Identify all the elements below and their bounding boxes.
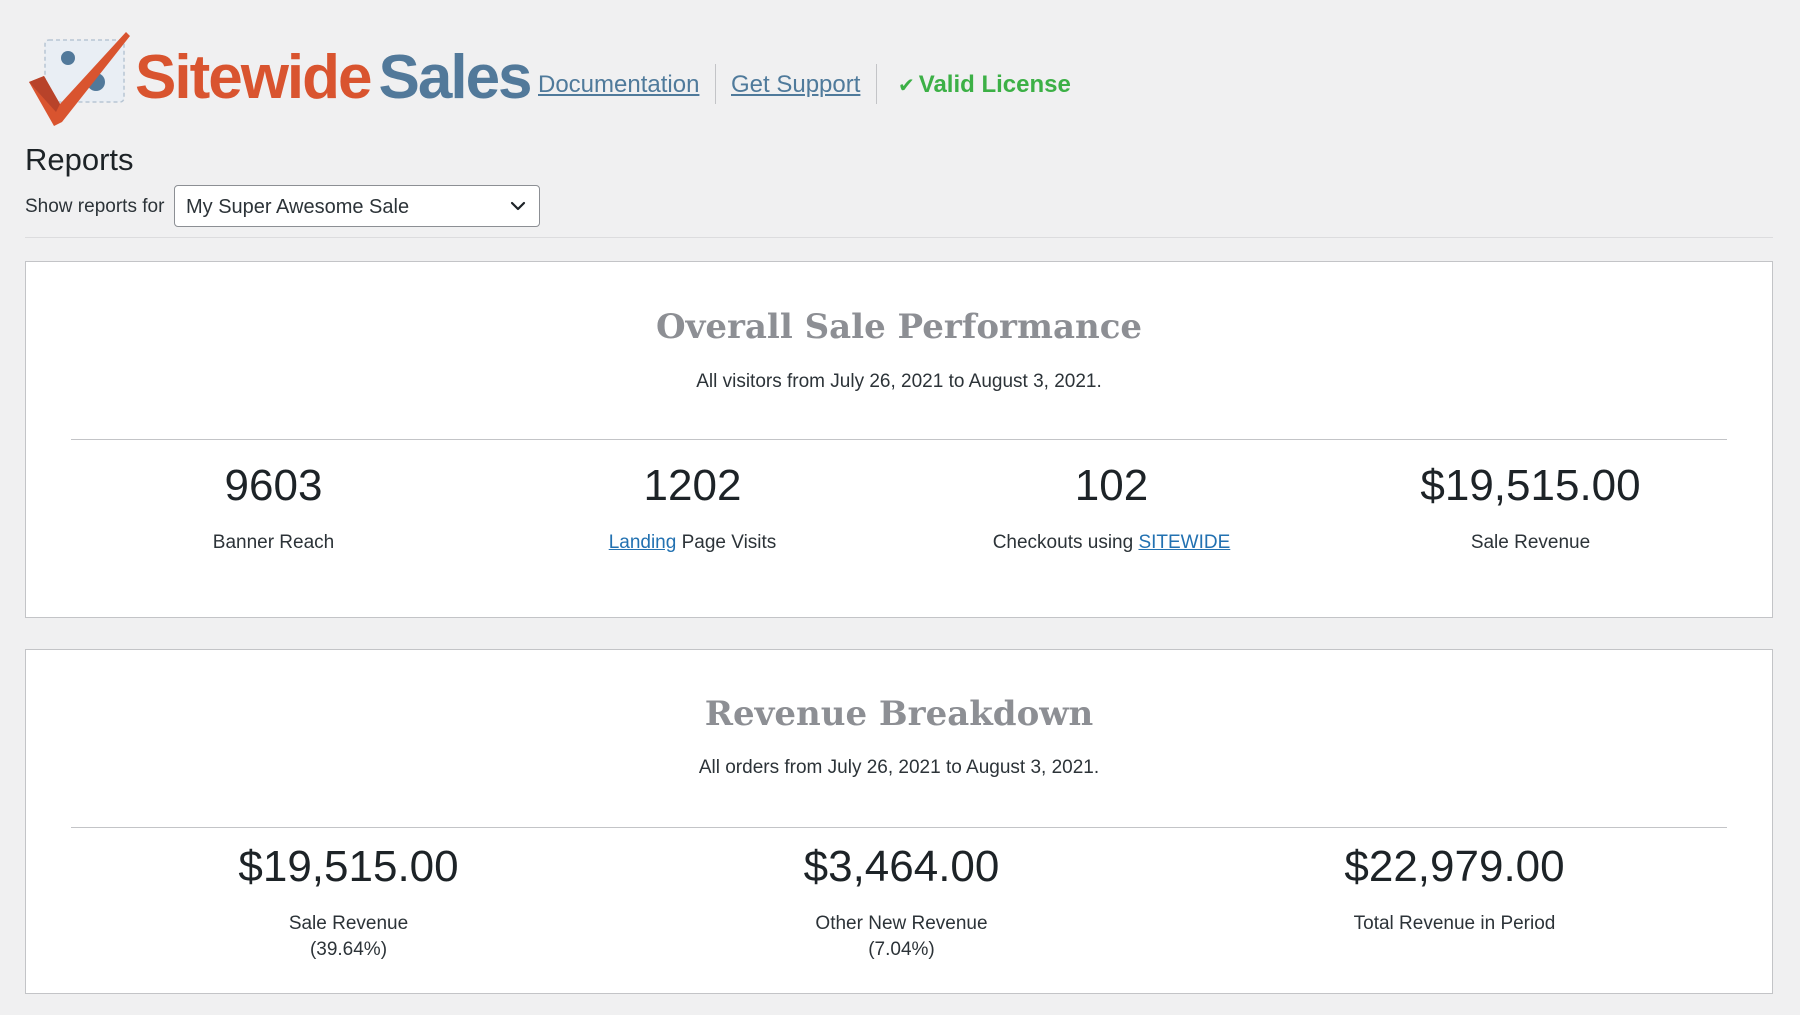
stat-value: 9603 <box>224 461 323 510</box>
stat-value: $19,515.00 <box>238 842 459 891</box>
license-label: Valid License <box>918 71 1071 98</box>
revenue-breakdown-panel: Revenue Breakdown All orders from July 2… <box>25 649 1773 994</box>
logo-word-sitewide: Sitewide <box>135 43 373 112</box>
panel-subtitle: All visitors from July 26, 2021 to Augus… <box>696 371 1102 392</box>
header-divider <box>715 64 716 104</box>
logo-word-sales: Sales <box>378 43 533 112</box>
header-divider <box>876 64 877 104</box>
sitewide-code-link[interactable]: SITEWIDE <box>1138 532 1231 553</box>
documentation-link[interactable]: Documentation <box>538 71 700 98</box>
stat-percent: (7.04%) <box>868 939 935 960</box>
checkmark-logo-icon <box>29 32 130 126</box>
stat-sale-revenue: $19,515.00 Sale Revenue (39.64%) <box>72 841 625 963</box>
stat-label: Banner Reach <box>212 532 335 553</box>
stat-landing-page-visits: 1202 Landing Page Visits <box>491 460 894 556</box>
chevron-down-icon <box>510 201 526 211</box>
stat-value: $3,464.00 <box>803 842 1000 891</box>
stat-percent: (39.64%) <box>309 939 388 960</box>
stat-label: Checkouts using SITEWIDE <box>910 530 1313 556</box>
stat-label: Sale Revenue <box>288 913 409 934</box>
stat-label: Sale Revenue <box>1470 532 1591 553</box>
overall-performance-panel: Overall Sale Performance All visitors fr… <box>25 261 1773 618</box>
stat-sale-revenue: $19,515.00 Sale Revenue <box>1329 460 1732 556</box>
logo-wordmark: Sitewide Sales <box>135 38 533 118</box>
get-support-link[interactable]: Get Support <box>731 71 861 98</box>
stat-value: 102 <box>1074 461 1149 510</box>
stat-label-text: Checkouts using <box>992 532 1139 553</box>
checkmark-icon: ✔ <box>898 75 915 97</box>
stat-label: Total Revenue in Period <box>1353 913 1556 934</box>
stat-other-new-revenue: $3,464.00 Other New Revenue (7.04%) <box>625 841 1178 963</box>
landing-page-link[interactable]: Landing <box>608 532 677 553</box>
sitewide-sales-logo <box>26 30 132 130</box>
stat-total-revenue: $22,979.00 Total Revenue in Period <box>1178 841 1731 937</box>
stat-label-text: Page Visits <box>676 532 777 553</box>
panel-title: Revenue Breakdown <box>704 694 1094 734</box>
stat-value: $19,515.00 <box>1420 461 1641 510</box>
stat-banner-reach: 9603 Banner Reach <box>72 460 475 556</box>
panel-title: Overall Sale Performance <box>655 307 1143 347</box>
sale-select-value: My Super Awesome Sale <box>186 196 410 218</box>
stat-label: Landing Page Visits <box>491 530 894 556</box>
page-title: Reports <box>25 142 134 177</box>
stat-value: $22,979.00 <box>1344 842 1565 891</box>
divider <box>25 237 1773 238</box>
sale-select[interactable]: My Super Awesome Sale <box>174 185 540 227</box>
stat-label: Other New Revenue <box>815 913 988 934</box>
license-status: ✔ Valid License <box>898 70 1071 101</box>
panel-divider <box>71 439 1727 440</box>
stat-checkouts: 102 Checkouts using SITEWIDE <box>910 460 1313 556</box>
panel-subtitle: All orders from July 26, 2021 to August … <box>698 757 1100 778</box>
filter-label: Show reports for <box>25 196 165 217</box>
panel-divider <box>71 827 1727 828</box>
stat-value: 1202 <box>643 461 742 510</box>
